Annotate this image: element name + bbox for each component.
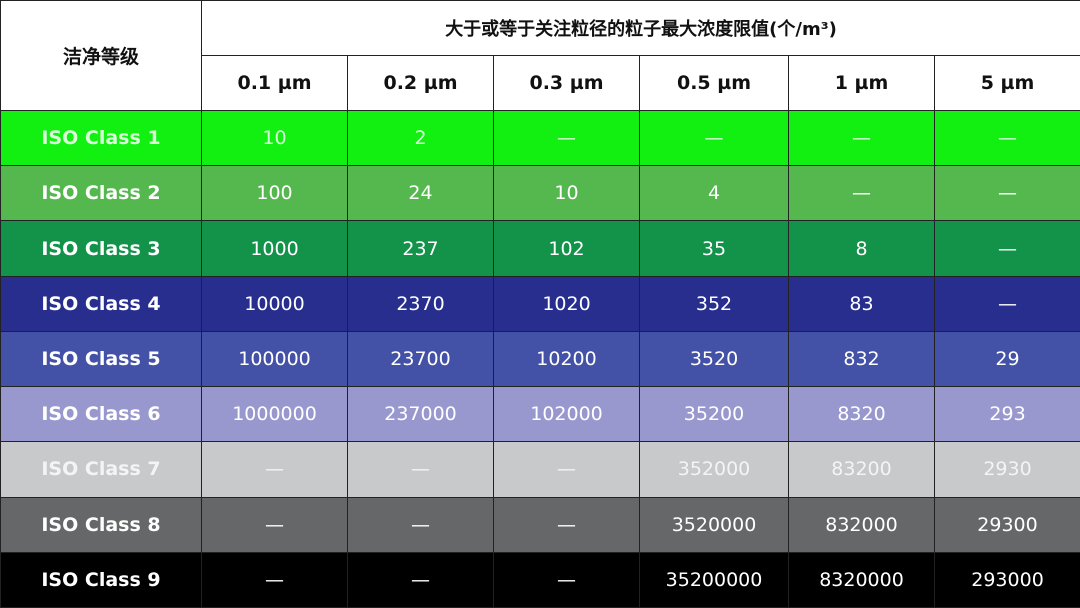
value-cell: —: [493, 109, 640, 167]
value-cell: —: [493, 551, 640, 608]
value-cell: 10: [201, 109, 348, 167]
table-row: ISO Class 2 100 24 10 4— —: [0, 165, 1080, 222]
value-cell: 10: [493, 165, 640, 222]
class-name-cell: ISO Class 7: [0, 441, 202, 498]
class-name-cell: ISO Class 3: [0, 220, 202, 277]
class-name-cell: ISO Class 1: [0, 109, 202, 167]
value-cell: 100000: [201, 330, 348, 388]
value-cell: —: [933, 275, 1080, 332]
value-cell: —: [347, 551, 494, 608]
size-header: 0.1 µm: [201, 55, 348, 111]
table-row: ISO Class 6 1000000 237000 102000 35200 8320 2…: [0, 386, 1080, 443]
value-cell: 4: [639, 165, 789, 222]
value-cell: 3520: [639, 330, 789, 388]
value-cell: —: [347, 441, 494, 498]
value-cell: 35: [639, 220, 789, 277]
value-cell: 1000000: [201, 386, 348, 443]
value-cell: 293: [933, 386, 1080, 443]
value-cell: 83200: [788, 441, 935, 498]
value-cell: 1020: [493, 275, 640, 332]
value-cell: 1000: [201, 220, 348, 277]
concentration-group-header: 大于或等于关注粒径的粒子最大浓度限值(个/m³): [200, 0, 1080, 56]
value-cell: —: [201, 551, 348, 608]
value-cell: —: [201, 496, 348, 553]
value-cell: 832000: [788, 496, 935, 553]
value-cell: 102000: [493, 386, 640, 443]
value-cell: 2: [347, 109, 494, 167]
value-cell: —: [788, 109, 935, 167]
value-cell: —: [639, 109, 789, 167]
table-row: ISO Class 3 1000 237 102 35 8—: [0, 220, 1080, 277]
size-header: 5 µm: [933, 55, 1080, 111]
value-cell: 8: [788, 220, 935, 277]
size-header: 1 µm: [788, 55, 935, 111]
class-name-cell: ISO Class 8: [0, 496, 202, 553]
table-row: ISO Class 1 10 2— — — —: [0, 109, 1080, 167]
table-row: ISO Class 9— — —35200000 8320000 293000: [0, 551, 1080, 608]
class-name-cell: ISO Class 2: [0, 165, 202, 222]
size-header: 0.5 µm: [639, 55, 789, 111]
value-cell: 3520000: [639, 496, 789, 553]
value-cell: 24: [347, 165, 494, 222]
size-header: 0.2 µm: [347, 55, 494, 111]
class-name-cell: ISO Class 9: [0, 551, 202, 608]
value-cell: 352000: [639, 441, 789, 498]
class-name-cell: ISO Class 4: [0, 275, 202, 332]
value-cell: 10000: [201, 275, 348, 332]
value-cell: 29: [933, 330, 1080, 388]
value-cell: 8320: [788, 386, 935, 443]
value-cell: 100: [201, 165, 348, 222]
value-cell: 35200000: [639, 551, 789, 608]
value-cell: 237: [347, 220, 494, 277]
value-cell: 29300: [933, 496, 1080, 553]
value-cell: 10200: [493, 330, 640, 388]
value-cell: 352: [639, 275, 789, 332]
table-row: ISO Class 8— — —3520000 832000 29300: [0, 496, 1080, 553]
value-cell: 8320000: [788, 551, 935, 608]
value-cell: —: [493, 441, 640, 498]
value-cell: 2370: [347, 275, 494, 332]
value-cell: —: [493, 496, 640, 553]
value-cell: 102: [493, 220, 640, 277]
class-name-cell: ISO Class 5: [0, 330, 202, 388]
grade-header: 洁净等级: [0, 0, 202, 111]
value-cell: 293000: [933, 551, 1080, 608]
value-cell: 35200: [639, 386, 789, 443]
value-cell: —: [933, 109, 1080, 167]
value-cell: —: [347, 496, 494, 553]
value-cell: 832: [788, 330, 935, 388]
value-cell: —: [933, 220, 1080, 277]
table-row: ISO Class 5 100000 23700 10200 3520 832 29: [0, 330, 1080, 388]
table-row: ISO Class 4 10000 2370 1020 352 83—: [0, 275, 1080, 332]
value-cell: —: [788, 165, 935, 222]
value-cell: 23700: [347, 330, 494, 388]
value-cell: 237000: [347, 386, 494, 443]
class-name-cell: ISO Class 6: [0, 386, 202, 443]
value-cell: —: [201, 441, 348, 498]
size-header: 0.3 µm: [493, 55, 640, 111]
value-cell: —: [933, 165, 1080, 222]
table-row: ISO Class 7— — —352000 83200 2930: [0, 441, 1080, 498]
value-cell: 2930: [933, 441, 1080, 498]
value-cell: 83: [788, 275, 935, 332]
